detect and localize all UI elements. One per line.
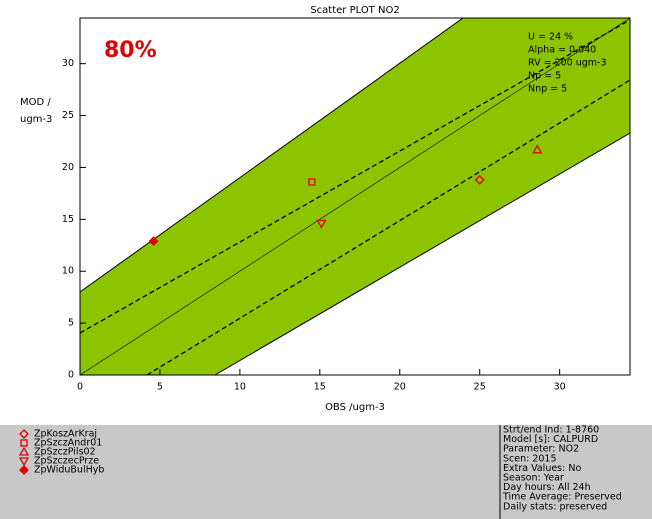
legend-marker	[19, 465, 29, 475]
stat-text: Np = 5	[528, 71, 561, 82]
y-tick-label: 25	[62, 110, 74, 121]
legend-label: ZpSzczAndr01	[34, 438, 102, 449]
chart-title: Scatter PLOT NO2	[310, 5, 399, 16]
upper-dashed-line	[80, 19, 630, 334]
y-tick-label: 5	[68, 318, 74, 329]
x-tick-label: 30	[554, 382, 566, 393]
info-text: Scen: 2015	[503, 453, 557, 464]
info-text: Daily stats: preserved	[503, 501, 607, 512]
legend-label: ZpWiduBulHyb	[34, 465, 104, 476]
plot-area	[80, 18, 630, 375]
marker	[308, 178, 316, 186]
info-text: Strt/end Ind: 1-8760	[503, 425, 599, 436]
y-tick-label: 15	[62, 214, 74, 225]
info-text: Model [s]: CALPURD	[503, 434, 598, 445]
x-tick-label: 10	[234, 382, 246, 393]
identity-line	[80, 18, 630, 375]
x-tick-label: 20	[394, 382, 406, 393]
y-tick-label: 0	[68, 370, 74, 381]
legend-label: ZpKoszArKraj	[34, 429, 97, 440]
marker	[474, 174, 485, 185]
x-axis-label: OBS /ugm-3	[325, 402, 385, 413]
info-panel	[0, 425, 652, 519]
legend-label: ZpSzczPils02	[34, 447, 96, 458]
x-tick-label: 0	[77, 382, 83, 393]
y-axis-label: MOD /	[20, 97, 51, 108]
y-tick-label: 30	[62, 58, 74, 69]
info-text: Parameter: NO2	[503, 444, 579, 455]
info-text: Day hours: All 24h	[503, 482, 591, 493]
x-tick-label: 5	[157, 382, 163, 393]
stat-text: Alpha = 0.040	[528, 45, 596, 56]
stat-text: U = 24 %	[528, 32, 573, 43]
legend-label: ZpSzczecPrze	[34, 456, 99, 467]
x-tick-label: 15	[314, 382, 326, 393]
legend-marker	[18, 446, 30, 456]
lower-dashed-line	[146, 79, 630, 375]
legend-marker	[20, 439, 28, 447]
y-tick-label: 20	[62, 162, 74, 173]
y-tick-label: 10	[62, 266, 74, 277]
info-text: Time Average: Preserved	[502, 492, 622, 503]
marker	[148, 236, 159, 247]
performance-label: 80%	[104, 38, 157, 63]
stat-text: RV = 200 ugm-3	[528, 58, 607, 69]
info-text: Extra Values: No	[503, 463, 581, 474]
legend-marker	[18, 457, 30, 467]
info-text: Season: Year	[503, 473, 564, 484]
plot-frame	[79, 17, 631, 376]
x-tick-label: 25	[474, 382, 486, 393]
legend-marker	[19, 429, 29, 439]
marker	[316, 219, 327, 229]
y-axis-label: ugm-3	[20, 114, 52, 125]
stat-text: Nnp = 5	[528, 84, 567, 95]
marker	[532, 144, 543, 154]
